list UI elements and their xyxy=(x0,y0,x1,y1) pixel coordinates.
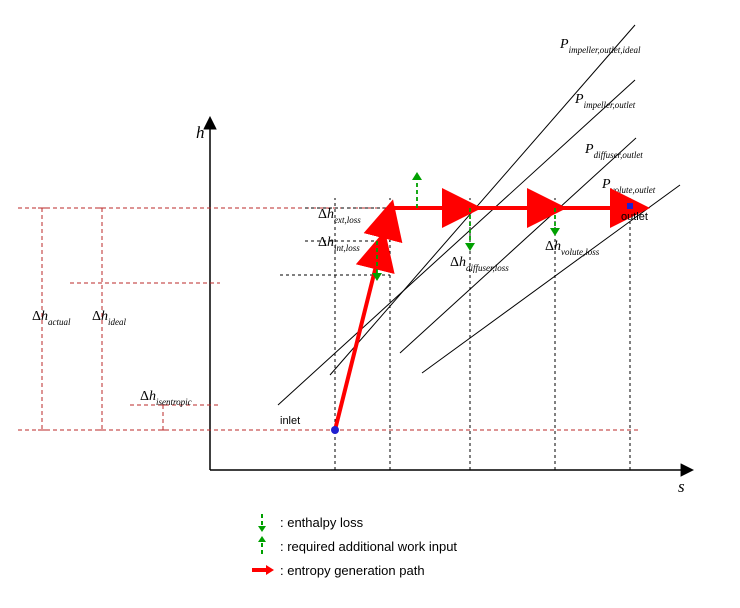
delta-label-intLoss: Δhint,loss xyxy=(318,235,360,253)
legend-path-icon xyxy=(250,560,274,580)
isobar-label-0: Pimpeller,outlet,ideal xyxy=(559,37,641,55)
delta-label-ideal: Δhideal xyxy=(92,309,127,327)
green-arrow-head xyxy=(465,243,475,251)
inlet-point xyxy=(331,426,339,434)
delta-label-voluteLoss: Δhvolute,loss xyxy=(545,239,600,257)
legend-work-label: : required additional work input xyxy=(280,539,457,554)
legend-enthalpy-loss: : enthalpy loss xyxy=(250,512,457,532)
legend-enthalpy-icon xyxy=(250,512,274,532)
outlet-label: outlet xyxy=(621,211,648,223)
isobar-label-3: Pvolute,outlet xyxy=(601,177,656,195)
delta-label-diffLoss: Δhdiffuser,loss xyxy=(450,255,509,273)
legend: : enthalpy loss : required additional wo… xyxy=(250,508,457,584)
path-seg-1 xyxy=(382,211,390,242)
delta-label-isentropic: Δhisentropic xyxy=(140,389,192,407)
isobar-0 xyxy=(330,25,635,375)
legend-entropy-path: : entropy generation path xyxy=(250,560,457,580)
green-arrow-head xyxy=(412,172,422,180)
legend-path-label: : entropy generation path xyxy=(280,563,425,578)
isobar-label-1: Pimpeller,outlet xyxy=(574,92,636,110)
isobar-2 xyxy=(400,138,636,353)
delta-label-actual: Δhactual xyxy=(32,309,71,327)
delta-label-extLoss: Δhext,loss xyxy=(318,207,361,225)
isobar-label-2: Pdiffuser,outlet xyxy=(584,142,643,160)
legend-work-icon xyxy=(250,536,274,556)
green-arrow-head xyxy=(550,228,560,236)
y-axis-label: h xyxy=(196,123,205,142)
path-seg-0 xyxy=(335,242,382,430)
legend-enthalpy-label: : enthalpy loss xyxy=(280,515,363,530)
legend-additional-work: : required additional work input xyxy=(250,536,457,556)
hs-diagram: h s Pimpeller,outlet,ideal Pimpeller,outlet… xyxy=(0,0,740,500)
outlet-point xyxy=(627,203,633,209)
x-axis-label: s xyxy=(678,477,685,496)
inlet-label: inlet xyxy=(280,415,300,427)
